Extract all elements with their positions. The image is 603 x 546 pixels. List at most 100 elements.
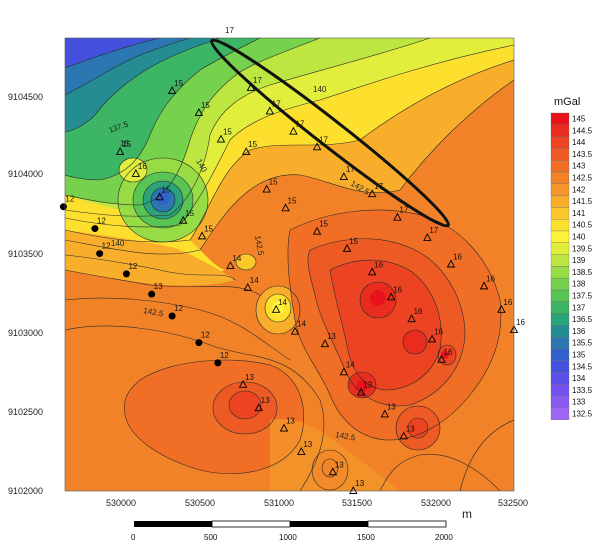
station-label: 13: [286, 417, 295, 426]
legend-label: 136.5: [572, 315, 593, 324]
legend-label: 138: [572, 280, 586, 289]
station-marker: [356, 387, 366, 396]
station-label: 12: [97, 217, 106, 226]
y-tick-label: 9104500: [8, 92, 43, 102]
station-marker: [178, 215, 188, 224]
station-marker: [279, 423, 289, 432]
legend-swatch: [550, 112, 570, 125]
legend-label: 135.5: [572, 339, 593, 348]
station-marker: [243, 282, 253, 291]
x-tick-label: 532000: [421, 498, 451, 508]
station-label: 17: [346, 165, 355, 174]
legend-swatch: [550, 348, 570, 361]
station-label: 12: [201, 331, 210, 340]
station-label: 14: [232, 254, 241, 263]
station-label: 15: [223, 128, 232, 137]
legend-label: 137.5: [572, 292, 593, 301]
y-tick-label: 9104000: [8, 169, 43, 179]
legend-label: 139: [572, 256, 586, 265]
station-label: 14: [278, 298, 287, 307]
contour-label: 142.5: [253, 235, 265, 257]
legend-swatch: [550, 407, 570, 420]
scale-label: 1000: [279, 533, 297, 542]
station-marker: [423, 232, 432, 241]
contour-label: 140: [313, 85, 327, 94]
legend-swatch: [550, 207, 570, 220]
legend-label: 141: [572, 209, 586, 218]
plot-frame: [64, 37, 515, 492]
station-label: 16: [503, 298, 512, 307]
legend-swatch: [550, 384, 570, 397]
x-tick-label: 531500: [342, 498, 372, 508]
contour-label: 17: [225, 26, 234, 35]
legend-label: 142.5: [572, 174, 593, 183]
station-marker: [290, 326, 300, 335]
stations-layer: 17 17 17 17 17 17 17 17 15 15 15 15 15 15 15 15 15 16 16 16…: [59, 76, 525, 494]
legend-label: 143.5: [572, 150, 593, 159]
scale-label: 500: [204, 533, 218, 542]
station-marker: [328, 467, 338, 476]
station-label: 13: [303, 440, 312, 449]
station-label: 17: [319, 135, 328, 144]
station-marker: [91, 225, 99, 233]
station-label: 16: [453, 253, 462, 262]
x-axis: 530000 530500 531000 531500 532000 53250…: [106, 498, 528, 521]
station-label: 17: [295, 120, 304, 129]
fault-zone-ellipse: [210, 38, 450, 228]
legend-swatch: [550, 266, 570, 279]
station-label: 12: [128, 262, 137, 271]
station-label: 14: [297, 320, 306, 329]
station-marker: [312, 226, 322, 235]
station-marker: [131, 168, 141, 177]
station-marker: [167, 86, 177, 95]
legend-swatch: [550, 313, 570, 326]
station-marker: [367, 189, 377, 198]
legend-label: 138.5: [572, 268, 593, 277]
station-label: 15: [122, 140, 131, 149]
station-label: 16: [393, 285, 402, 294]
station-marker: [437, 354, 446, 363]
station-label: 15: [349, 237, 358, 246]
legend-label: 140.5: [572, 221, 593, 230]
y-tick-label: 9103000: [8, 328, 43, 338]
legend-label: 132.5: [572, 410, 593, 419]
station-label: 15: [248, 140, 257, 149]
station-label: 12: [102, 242, 111, 251]
station-marker: [197, 231, 207, 240]
station-label: 15: [288, 196, 297, 205]
legend-swatch: [550, 136, 570, 149]
y-tick-label: 9102500: [8, 407, 43, 417]
station-marker: [214, 359, 222, 367]
station-marker: [96, 250, 104, 258]
x-tick-label: 530000: [106, 498, 136, 508]
station-marker: [289, 126, 298, 135]
scale-label: 1500: [357, 533, 375, 542]
legend-swatch: [550, 360, 570, 373]
station-marker: [195, 339, 203, 347]
contour-label: 140: [111, 239, 125, 248]
station-label: 12: [65, 195, 74, 204]
station-marker: [479, 281, 489, 290]
station-label: 15: [204, 224, 213, 233]
station-label: 16: [138, 162, 147, 171]
station-marker: [216, 134, 226, 143]
station-label: 16: [414, 307, 423, 316]
station-label: 14: [346, 360, 355, 369]
station-marker: [281, 203, 290, 212]
legend-swatch: [550, 160, 570, 173]
legend-swatch: [550, 301, 570, 314]
station-label: 13: [261, 396, 270, 405]
legend-swatch: [550, 195, 570, 208]
station-marker: [226, 261, 235, 270]
station-label: 17: [374, 182, 383, 191]
station-label: 13: [387, 402, 396, 411]
legend-label: 133: [572, 398, 586, 407]
station-label: 15: [174, 79, 183, 88]
legend-swatch: [550, 325, 570, 338]
legend-swatch: [550, 289, 570, 302]
x-axis-unit: m: [462, 507, 472, 521]
station-label: 15: [319, 220, 328, 229]
legend-label: 139.5: [572, 244, 593, 253]
contour-label: 142.5: [335, 430, 357, 442]
legend-label: 134: [572, 374, 586, 383]
